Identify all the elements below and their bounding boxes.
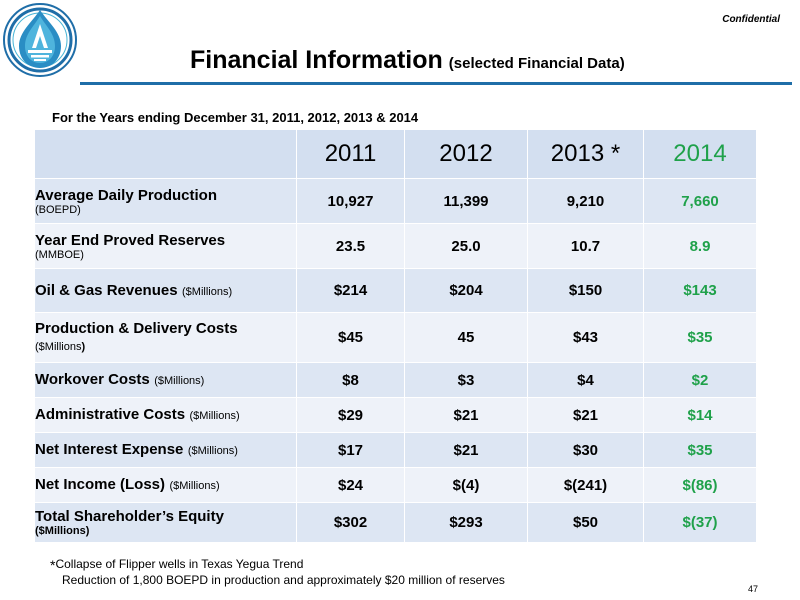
row-unit: (BOEPD) [35, 203, 81, 216]
table-cell: $8 [296, 362, 405, 398]
table-cell: 9,210 [527, 178, 644, 224]
table-row: Net Income (Loss) ($Millions) $24 $(4) $… [34, 467, 757, 503]
row-unit: ($Millions) [154, 375, 205, 387]
table-cell: $204 [404, 268, 528, 313]
footnote-2: Reduction of 1,800 BOEPD in production a… [62, 573, 505, 587]
company-logo-icon [3, 3, 77, 77]
table-cell: $214 [296, 268, 405, 313]
row-label-cell: Administrative Costs ($Millions) [34, 397, 297, 433]
year-header: 2012 [404, 129, 528, 179]
table-cell: $24 [296, 467, 405, 503]
table-cell: 45 [404, 312, 528, 363]
row-unit: ($Millions) [182, 285, 233, 298]
row-label-cell: Workover Costs ($Millions) [34, 362, 297, 398]
table-cell: 10.7 [527, 223, 644, 269]
table-cell: 23.5 [296, 223, 405, 269]
confidential-label: Confidential [722, 14, 780, 25]
table-row: Total Shareholder’s Equity ($Millions) $… [34, 502, 757, 543]
table-cell: $35 [643, 432, 757, 468]
table-cell: $293 [404, 502, 528, 543]
table-row: Average Daily Production (BOEPD) 10,927 … [34, 178, 757, 224]
table-cell: $21 [527, 397, 644, 433]
table-cell: $50 [527, 502, 644, 543]
page-number: 47 [747, 584, 758, 594]
table-cell: $35 [643, 312, 757, 363]
row-label: Workover Costs [35, 371, 150, 388]
year-header: 2013 * [527, 129, 644, 179]
table-cell: $(241) [527, 467, 644, 503]
table-cell: $302 [296, 502, 405, 543]
table-row: Net Interest Expense ($Millions) $17 $21… [34, 432, 757, 468]
table-row: Workover Costs ($Millions) $8 $3 $4 $2 [34, 362, 757, 398]
table-cell: 25.0 [404, 223, 528, 269]
table-cell: $14 [643, 397, 757, 433]
row-label: Production & Delivery Costs [35, 320, 238, 337]
row-label-cell: Production & Delivery Costs ($Millions) [34, 312, 297, 363]
table-row: Administrative Costs ($Millions) $29 $21… [34, 397, 757, 433]
row-unit: ($Millions) [169, 480, 220, 492]
financial-table: 2011 2012 2013 * 2014 Average Daily Prod… [34, 129, 757, 543]
year-header: 2011 [296, 129, 405, 179]
table-cell: $150 [527, 268, 644, 313]
table-cell: $45 [296, 312, 405, 363]
table-cell: $(4) [404, 467, 528, 503]
row-unit-tail: ) [81, 341, 86, 353]
table-cell: $21 [404, 432, 528, 468]
row-label: Total Shareholder’s Equity [35, 508, 224, 525]
row-unit: ($Millions) [189, 410, 240, 422]
footnote-1-text: Collapse of Flipper wells in Texas Yegua… [55, 557, 304, 571]
row-label-cell: Net Interest Expense ($Millions) [34, 432, 297, 468]
row-unit: (MMBOE) [35, 248, 84, 261]
title-divider [80, 82, 792, 85]
row-label: Administrative Costs [35, 406, 186, 423]
row-label: Net Interest Expense [35, 441, 184, 458]
row-label-cell: Year End Proved Reserves (MMBOE) [34, 223, 297, 269]
table-cell: $3 [404, 362, 528, 398]
table-cell: $(37) [643, 502, 757, 543]
table-cell: $29 [296, 397, 405, 433]
header-corner-cell [34, 129, 297, 179]
footnote-1: *Collapse of Flipper wells in Texas Yegu… [50, 557, 303, 573]
row-unit: ($Millions) [35, 525, 90, 537]
row-label-cell: Oil & Gas Revenues ($Millions) [34, 268, 297, 313]
row-label: Net Income (Loss) [35, 476, 166, 493]
table-cell: 8.9 [643, 223, 757, 269]
table-cell: 7,660 [643, 178, 757, 224]
year-header: 2014 [643, 129, 757, 179]
table-cell: $2 [643, 362, 757, 398]
row-label: Oil & Gas Revenues [35, 281, 178, 299]
table-cell: $21 [404, 397, 528, 433]
table-cell: $43 [527, 312, 644, 363]
table-row: Production & Delivery Costs ($Millions) … [34, 312, 757, 363]
table-cell: 11,399 [404, 178, 528, 224]
row-label-cell: Net Income (Loss) ($Millions) [34, 467, 297, 503]
table-cell: $4 [527, 362, 644, 398]
table-header-row: 2011 2012 2013 * 2014 [34, 129, 757, 179]
row-unit: ($Millions) [187, 445, 238, 457]
table-cell: 10,927 [296, 178, 405, 224]
table-cell: $(86) [643, 467, 757, 503]
table-cell: $143 [643, 268, 757, 313]
row-unit: ($Millions [35, 341, 82, 353]
table-row: Year End Proved Reserves (MMBOE) 23.5 25… [34, 223, 757, 269]
table-cell: $30 [527, 432, 644, 468]
table-cell: $17 [296, 432, 405, 468]
slide-subtitle: (selected Financial Data) [448, 55, 625, 72]
footnote-marker: * [50, 557, 56, 573]
row-label: Year End Proved Reserves [35, 231, 226, 249]
table-row: Oil & Gas Revenues ($Millions) $214 $204… [34, 268, 757, 313]
table-heading: For the Years ending December 31, 2011, … [52, 110, 419, 125]
row-label-cell: Total Shareholder’s Equity ($Millions) [34, 502, 297, 543]
row-label: Average Daily Production [35, 186, 217, 204]
row-label-cell: Average Daily Production (BOEPD) [34, 178, 297, 224]
slide-title-block: Financial Information (selected Financial… [190, 46, 625, 75]
slide-title: Financial Information [190, 46, 443, 74]
